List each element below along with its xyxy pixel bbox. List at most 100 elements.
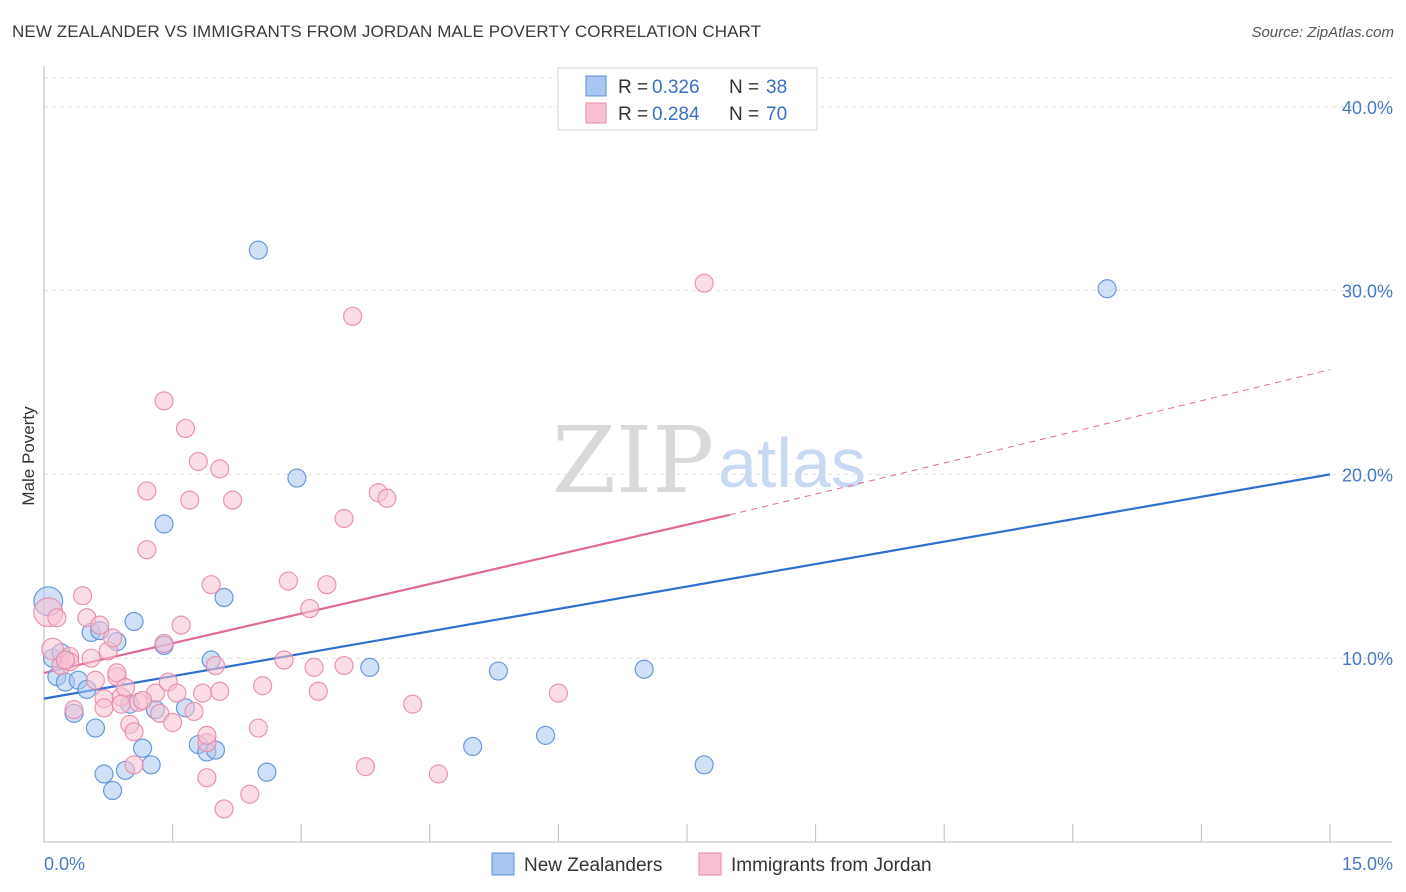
grid-lines xyxy=(44,77,1392,659)
point-jordan-49 xyxy=(253,676,273,696)
point-jordan-69 xyxy=(111,694,131,714)
point-jordan-67 xyxy=(55,650,76,670)
point-new-zealanders-36 xyxy=(694,755,714,775)
point-jordan-65 xyxy=(694,273,714,293)
point-new-zealanders-37 xyxy=(1097,279,1117,299)
point-jordan-39 xyxy=(197,725,217,745)
y-tick-label-0: 10.0% xyxy=(1342,649,1393,669)
bottom-legend-label-jordan: Immigrants from Jordan xyxy=(731,855,932,876)
point-jordan-66 xyxy=(47,608,67,628)
trend-line-new-zealanders xyxy=(43,473,1331,700)
point-jordan-31 xyxy=(167,683,187,703)
legend-n-label-2: N = xyxy=(729,104,759,125)
point-new-zealanders-30 xyxy=(287,468,307,488)
y-tick-label-3: 40.0% xyxy=(1342,98,1393,118)
point-jordan-5 xyxy=(64,700,84,720)
point-jordan-10 xyxy=(90,615,110,635)
point-jordan-27 xyxy=(154,391,174,411)
point-jordan-16 xyxy=(107,663,127,683)
point-jordan-35 xyxy=(184,701,204,722)
point-jordan-36 xyxy=(188,451,208,472)
point-jordan-9 xyxy=(85,670,106,690)
series-legend: New Zealanders Immigrants from Jordan xyxy=(491,852,932,876)
y-tick-labels: 10.0% 20.0% 30.0% 40.0% xyxy=(1342,98,1393,669)
point-new-zealanders-33 xyxy=(488,661,508,681)
data-points xyxy=(33,240,1117,819)
point-jordan-58 xyxy=(343,306,363,326)
point-new-zealanders-11 xyxy=(94,764,114,784)
legend-r-value-2: 0.284 xyxy=(652,104,700,125)
point-jordan-62 xyxy=(403,694,423,714)
correlation-legend: R = 0.326 N = 38 R = 0.284 N = 70 xyxy=(557,67,818,131)
legend-r-label-2: R = xyxy=(618,104,648,125)
point-jordan-30 xyxy=(163,712,183,733)
point-jordan-44 xyxy=(210,681,230,701)
point-jordan-51 xyxy=(278,571,298,591)
point-jordan-48 xyxy=(248,718,268,738)
point-jordan-33 xyxy=(175,418,196,439)
point-jordan-28 xyxy=(154,633,174,654)
point-jordan-63 xyxy=(428,764,448,784)
x-tick-label-min: 0.0% xyxy=(44,854,85,874)
point-jordan-34 xyxy=(180,490,200,510)
point-jordan-53 xyxy=(304,657,324,677)
point-jordan-68 xyxy=(132,690,153,711)
y-axis-title: Male Poverty xyxy=(19,406,38,506)
y-tick-label-2: 30.0% xyxy=(1342,282,1393,302)
bottom-legend-swatch-blue xyxy=(491,852,515,876)
point-new-zealanders-29 xyxy=(257,762,277,782)
source-credit: Source: ZipAtlas.com xyxy=(1251,24,1394,41)
point-jordan-18 xyxy=(115,677,136,698)
point-new-zealanders-27 xyxy=(214,587,234,608)
point-jordan-54 xyxy=(308,681,328,701)
point-jordan-52 xyxy=(300,598,320,619)
point-jordan-40 xyxy=(197,768,217,788)
point-jordan-50 xyxy=(274,650,294,670)
point-jordan-45 xyxy=(214,799,234,819)
point-jordan-23 xyxy=(137,540,157,560)
point-jordan-56 xyxy=(334,655,354,676)
point-jordan-55 xyxy=(317,575,337,595)
point-new-zealanders-17 xyxy=(132,738,153,758)
point-jordan-21 xyxy=(124,755,144,775)
legend-n-value-2: 70 xyxy=(766,104,787,125)
point-new-zealanders-28 xyxy=(248,240,268,260)
point-new-zealanders-32 xyxy=(463,736,483,757)
point-jordan-61 xyxy=(377,488,397,508)
bottom-legend-label-new-zealanders: New Zealanders xyxy=(524,855,662,876)
legend-r-value-1: 0.326 xyxy=(652,77,700,98)
point-jordan-12 xyxy=(94,698,114,718)
y-tick-label-1: 20.0% xyxy=(1342,465,1393,485)
watermark-zip: ZIP xyxy=(552,407,714,514)
point-jordan-46 xyxy=(223,490,243,510)
point-new-zealanders-16 xyxy=(124,611,144,632)
point-new-zealanders-34 xyxy=(535,725,556,745)
axes xyxy=(43,66,1392,843)
point-jordan-47 xyxy=(240,784,260,804)
point-new-zealanders-9 xyxy=(85,718,106,738)
point-jordan-41 xyxy=(201,575,221,595)
trend-line-jordan xyxy=(43,513,731,674)
legend-r-label-1: R = xyxy=(618,77,648,98)
x-tick-label-max: 15.0% xyxy=(1342,854,1393,874)
legend-swatch-blue xyxy=(585,75,607,97)
watermark: ZIP atlas xyxy=(552,407,866,514)
point-new-zealanders-21 xyxy=(154,514,174,534)
point-jordan-59 xyxy=(355,757,376,777)
point-new-zealanders-31 xyxy=(360,657,380,677)
point-jordan-37 xyxy=(193,683,213,703)
point-jordan-6 xyxy=(72,586,93,606)
trend-line-jordan-extension xyxy=(729,369,1331,516)
point-jordan-64 xyxy=(548,683,569,703)
point-jordan-42 xyxy=(205,655,226,676)
legend-swatch-pink xyxy=(585,102,607,124)
point-new-zealanders-35 xyxy=(634,659,654,679)
point-jordan-43 xyxy=(210,459,230,479)
watermark-atlas: atlas xyxy=(718,424,866,502)
point-jordan-24 xyxy=(137,481,157,501)
chart-title: NEW ZEALANDER VS IMMIGRANTS FROM JORDAN … xyxy=(12,22,762,41)
point-jordan-14 xyxy=(102,628,123,648)
point-jordan-20 xyxy=(124,722,144,742)
bottom-legend-swatch-pink xyxy=(698,852,722,876)
